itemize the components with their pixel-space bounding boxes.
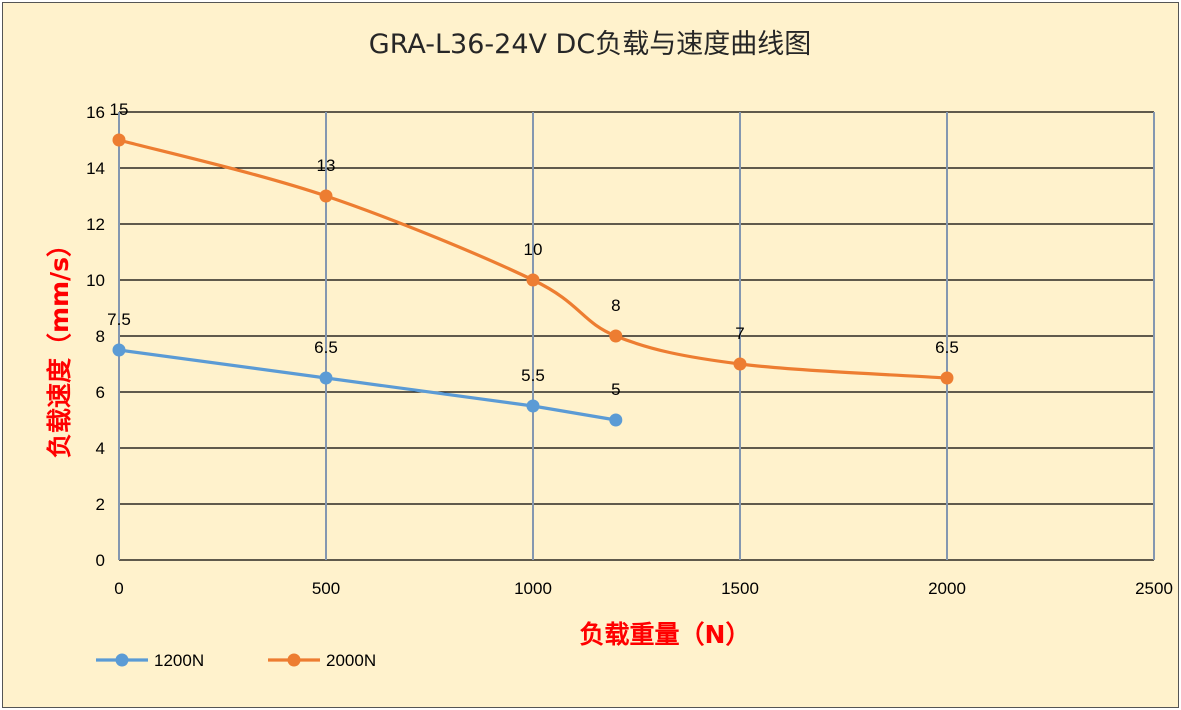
y-tick-label: 6 [96,383,105,402]
data-point [526,273,540,287]
data-point [112,343,126,357]
data-point [733,357,747,371]
y-tick-label: 16 [86,103,105,122]
grid [118,111,1155,561]
legend-marker-1 [287,653,301,667]
data-labels: 7.5 6.5 5.5 5 15 13 10 8 7 6.5 [107,100,959,399]
chart-title: GRA-L36-24V DC负载与速度曲线图 [369,29,811,60]
axis-ticks: 0 2 4 6 8 10 12 14 16 0 500 1000 1500 2000 2500 [86,103,1173,598]
series-line-0 [118,348,617,422]
data-label: 6.5 [314,338,338,357]
data-point [526,399,540,413]
y-tick-label: 0 [96,551,105,570]
data-label: 8 [611,296,620,315]
x-tick-label: 2000 [928,579,966,598]
data-point [940,371,954,385]
x-tick-label: 0 [114,579,123,598]
data-label: 5.5 [521,366,545,385]
series-lines [112,133,954,427]
y-tick-label: 4 [96,439,105,458]
data-label: 15 [110,100,129,119]
y-tick-label: 8 [96,327,105,346]
x-tick-label: 1500 [721,579,759,598]
data-label: 6.5 [935,338,959,357]
x-tick-label: 2500 [1135,579,1173,598]
data-point [319,371,333,385]
legend-marker-0 [115,653,129,667]
data-label: 10 [524,240,543,259]
legend-label-1: 2000N [326,651,376,670]
y-tick-label: 14 [86,159,105,178]
data-label: 5 [611,380,620,399]
y-tick-label: 2 [96,495,105,514]
y-tick-label: 10 [86,271,105,290]
legend-label-0: 1200N [154,651,204,670]
series-line-1 [118,138,948,380]
x-tick-label: 500 [312,579,340,598]
x-axis-label: 负载重量（N） [580,620,751,649]
data-point [609,329,623,343]
y-axis-label: 负载速度（mm/s） [45,232,74,458]
data-label: 7 [735,324,744,343]
legend: 1200N 2000N [96,651,376,670]
data-point [609,413,623,427]
y-tick-label: 12 [86,215,105,234]
data-label: 13 [317,156,336,175]
data-label: 7.5 [107,310,131,329]
x-tick-label: 1000 [514,579,552,598]
data-point [319,189,333,203]
data-point [112,133,126,147]
